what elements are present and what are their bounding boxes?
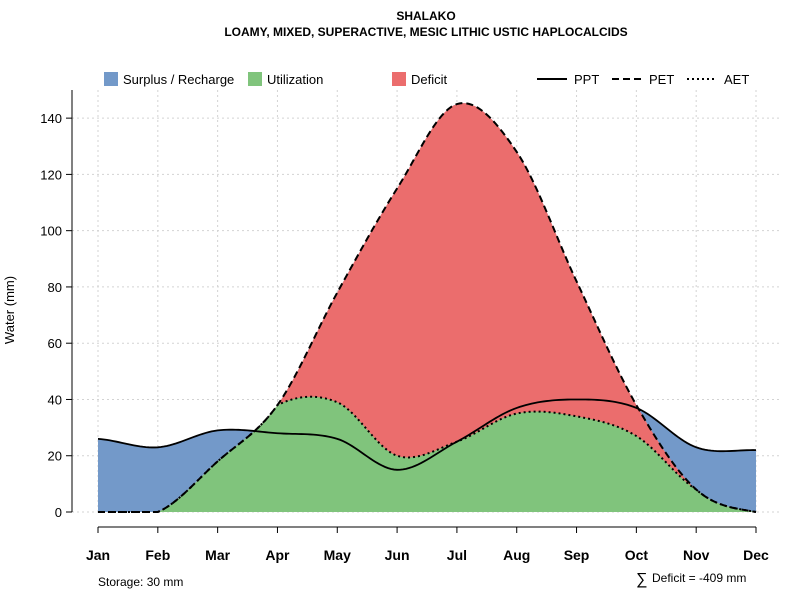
x-tick-label-mar: Mar [205, 547, 230, 563]
x-tick-label-sep: Sep [564, 547, 590, 563]
x-tick-label-jan: Jan [86, 547, 110, 563]
y-tick-label-80: 80 [48, 280, 62, 295]
series-lines [97, 102, 757, 513]
y-tick-label-120: 120 [40, 167, 62, 182]
legend-swatch-utilization [248, 72, 262, 86]
legend-swatch-deficit [392, 72, 406, 86]
x-tick-label-jul: Jul [447, 547, 467, 563]
y-tick-label-100: 100 [40, 224, 62, 239]
chart-subtitle: LOAMY, MIXED, SUPERACTIVE, MESIC LITHIC … [224, 25, 627, 39]
chart-title: SHALAKO [396, 9, 455, 23]
legend-label-utilization: Utilization [267, 72, 323, 87]
y-tick-label-0: 0 [55, 505, 62, 520]
area-fills [98, 103, 756, 512]
axes: 0 20 40 60 80 100 120 140 Jan Feb Mar Apr May Jun Jul A… [40, 90, 769, 563]
legend-label-ppt: PPT [574, 72, 599, 87]
y-tick-label-20: 20 [48, 449, 62, 464]
y-tick-label-140: 140 [40, 111, 62, 126]
legend: Surplus / Recharge Utilization Deficit P… [104, 72, 749, 87]
y-tick-label-40: 40 [48, 392, 62, 407]
deficit-total-note: Deficit = -409 mm [652, 571, 746, 585]
x-tick-label-apr: Apr [265, 547, 290, 563]
series-line-ppt [97, 398, 757, 471]
deficit-sum-symbol: ∑ [636, 571, 647, 588]
x-tick-label-nov: Nov [683, 547, 710, 563]
area-deficit [98, 103, 756, 512]
x-tick-label-may: May [324, 547, 351, 563]
storage-note: Storage: 30 mm [98, 575, 183, 589]
y-tick-label-60: 60 [48, 336, 62, 351]
legend-swatch-surplus [104, 72, 118, 86]
legend-label-deficit: Deficit [411, 72, 448, 87]
x-tick-label-dec: Dec [743, 547, 769, 563]
area-utilization [98, 396, 756, 512]
series-line-pet [98, 102, 757, 513]
legend-label-surplus: Surplus / Recharge [123, 72, 234, 87]
x-tick-label-aug: Aug [503, 547, 530, 563]
y-axis-label: Water (mm) [2, 276, 17, 344]
legend-label-pet: PET [649, 72, 674, 87]
x-tick-label-jun: Jun [385, 547, 410, 563]
x-tick-label-feb: Feb [145, 547, 170, 563]
x-tick-label-oct: Oct [625, 547, 649, 563]
legend-label-aet: AET [724, 72, 749, 87]
